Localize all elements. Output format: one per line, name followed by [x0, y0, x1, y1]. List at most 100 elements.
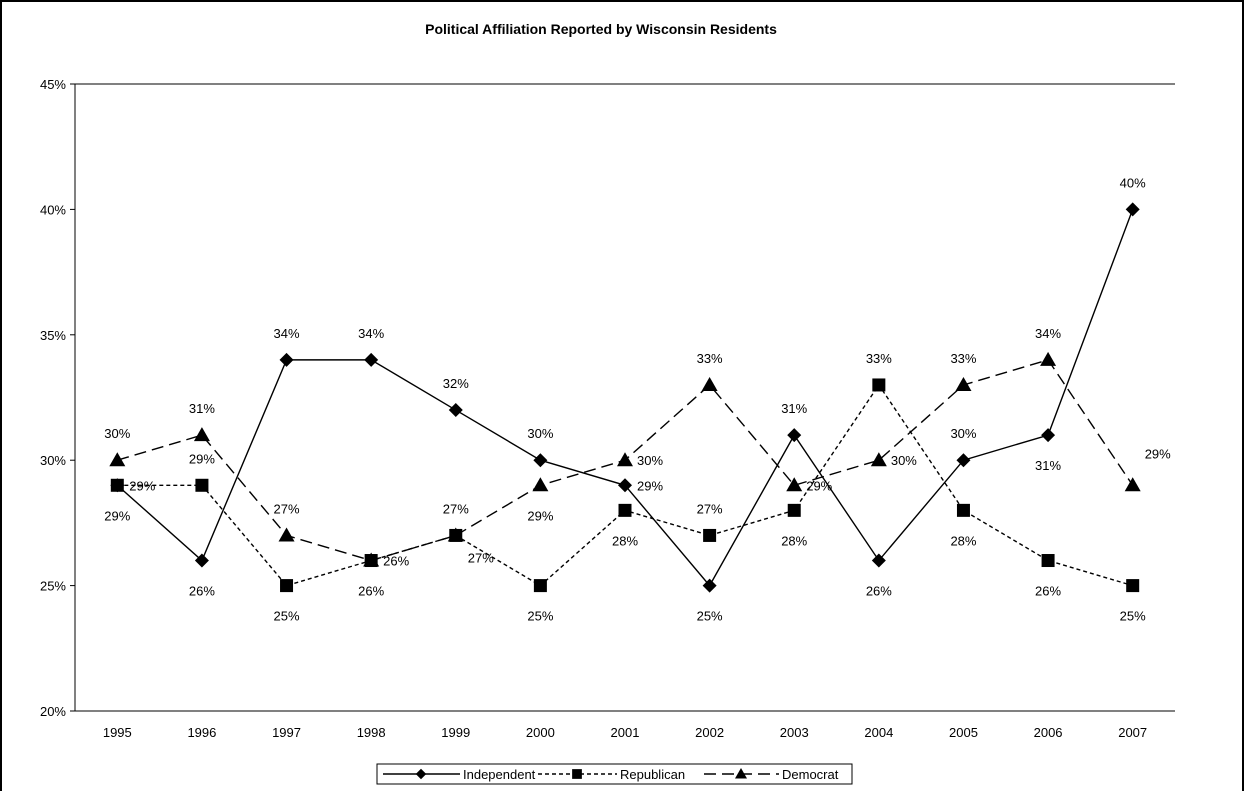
legend-marker-democrat: [735, 768, 747, 779]
republican-data-label: 26%: [1035, 584, 1061, 599]
independent-marker: [618, 478, 632, 493]
legend-label-independent: Independent: [463, 767, 536, 782]
x-tick-label: 2004: [864, 725, 893, 740]
democrat-marker: [701, 376, 718, 391]
republican-data-label: 28%: [781, 533, 807, 548]
independent-marker: [871, 553, 886, 568]
republican-marker: [872, 378, 886, 392]
independent-marker: [1041, 428, 1056, 443]
x-tick-label: 2001: [611, 725, 640, 740]
x-tick-label: 2007: [1118, 725, 1147, 740]
independent-marker: [702, 578, 717, 593]
x-tick-label: 1998: [357, 725, 386, 740]
republican-marker: [280, 579, 294, 593]
republican-marker: [110, 478, 124, 492]
y-tick-label: 30%: [40, 453, 66, 468]
series-lines: [116, 209, 1134, 587]
democrat-marker: [1124, 477, 1141, 492]
y-tick-label: 40%: [40, 202, 66, 217]
independent-marker: [194, 553, 209, 568]
x-tick-label: 2006: [1034, 725, 1063, 740]
republican-marker: [1041, 554, 1055, 568]
independent-data-label: 30%: [950, 426, 976, 441]
independent-data-label: 30%: [527, 426, 553, 441]
series-markers: [109, 202, 1141, 593]
republican-data-label: 25%: [527, 609, 553, 624]
independent-data-label: 31%: [781, 401, 807, 416]
democrat-data-label: 29%: [1145, 446, 1171, 461]
y-tick-label: 35%: [40, 328, 66, 343]
democrat-data-label: 27%: [274, 501, 300, 516]
independent-data-label: 25%: [697, 609, 723, 624]
y-tick-label: 20%: [40, 704, 66, 719]
x-tick-label: 2005: [949, 725, 978, 740]
independent-data-label: 29%: [104, 508, 130, 523]
democrat-marker: [447, 527, 464, 542]
legend-box: [376, 763, 853, 785]
democrat-data-label: 33%: [697, 351, 723, 366]
legend-label-republican: Republican: [620, 767, 685, 782]
independent-marker: [956, 453, 971, 468]
independent-data-label: 32%: [443, 376, 469, 391]
republican-data-label: 26%: [358, 584, 384, 599]
independent-data-label: 40%: [1120, 175, 1146, 190]
axes: 20% 25% 30% 35% 40% 45% 1995 1996 1997 1998 1999 20…: [40, 77, 1175, 740]
data-labels: 29% 26% 34% 34% 32% 30% 29% 25% 31% 26% 30% 31% 40% 2…: [104, 175, 1171, 623]
republican-marker: [787, 503, 801, 517]
republican-data-label: 29%: [189, 451, 215, 466]
democrat-marker: [1040, 351, 1057, 366]
democrat-marker: [786, 477, 803, 492]
republican-data-label: 27%: [468, 550, 494, 565]
republican-data-label: 29%: [129, 478, 155, 493]
chart-title: Political Affiliation Reported by Wiscon…: [425, 21, 777, 37]
democrat-data-label: 33%: [950, 351, 976, 366]
independent-marker: [364, 352, 379, 367]
x-tick-label: 1995: [103, 725, 132, 740]
democrat-data-label: 31%: [189, 401, 215, 416]
legend-label-democrat: Democrat: [782, 767, 839, 782]
independent-marker: [1125, 202, 1140, 217]
democrat-data-label: 34%: [1035, 326, 1061, 341]
x-tick-label: 2000: [526, 725, 555, 740]
republican-marker: [195, 478, 209, 492]
democrat-marker: [193, 427, 210, 442]
republican-data-label: 33%: [866, 351, 892, 366]
legend-marker-republican: [572, 769, 582, 779]
x-tick-label: 2003: [780, 725, 809, 740]
democrat-marker: [363, 552, 380, 567]
independent-data-label: 34%: [358, 326, 384, 341]
x-tick-label: 1999: [441, 725, 470, 740]
democrat-data-label: 29%: [527, 508, 553, 523]
legend-marker-independent: [415, 768, 427, 780]
republican-marker: [1126, 579, 1140, 593]
republican-marker: [618, 503, 632, 517]
republican-data-label: 27%: [697, 501, 723, 516]
y-tick-label: 45%: [40, 77, 66, 92]
democrat-data-label: 29%: [806, 478, 832, 493]
independent-data-label: 26%: [189, 584, 215, 599]
independent-data-label: 29%: [637, 478, 663, 493]
independent-data-label: 31%: [1035, 458, 1061, 473]
republican-marker: [533, 579, 547, 593]
democrat-marker: [278, 527, 295, 542]
democrat-marker: [532, 477, 549, 492]
republican-data-label: 28%: [950, 533, 976, 548]
democrat-data-label: 30%: [891, 453, 917, 468]
democrat-data-label: 26%: [383, 554, 409, 569]
series-line-independent: [116, 209, 1134, 587]
x-tick-label: 2002: [695, 725, 724, 740]
x-tick-label: 1996: [187, 725, 216, 740]
independent-data-label: 34%: [274, 326, 300, 341]
democrat-data-label: 27%: [443, 501, 469, 516]
democrat-marker: [109, 452, 126, 467]
legend: Independent Republican Democrat: [376, 763, 853, 785]
republican-data-label: 28%: [612, 533, 638, 548]
republican-marker: [956, 503, 970, 517]
democrat-data-label: 30%: [637, 453, 663, 468]
democrat-marker: [955, 376, 972, 391]
democrat-marker: [617, 452, 633, 467]
independent-marker: [533, 453, 548, 468]
republican-marker: [703, 528, 717, 542]
